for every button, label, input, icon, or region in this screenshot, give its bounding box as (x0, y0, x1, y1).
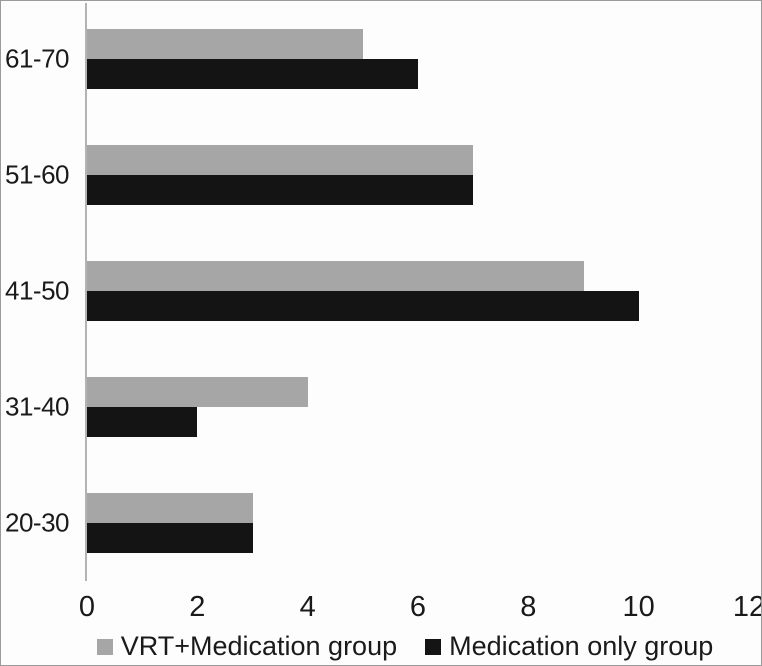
plot-area: 61-70 51-60 41-50 31-40 20-30 (5, 1, 749, 581)
legend-item-1: VRT+Medication group (96, 631, 398, 662)
bar-series2-51-60 (87, 175, 474, 205)
bar-series2-41-50 (87, 291, 639, 321)
legend-swatch-icon (96, 638, 113, 655)
bar-series2-20-30 (87, 523, 253, 553)
legend-label: VRT+Medication group (120, 631, 398, 661)
bar-series1-31-40 (87, 377, 308, 407)
category-label-61-70: 61-70 (5, 43, 70, 74)
bar-series1-51-60 (87, 145, 474, 175)
x-tick-0: 0 (78, 591, 96, 623)
bar-series1-61-70 (87, 29, 363, 59)
bar-pair-41-50 (87, 261, 749, 321)
x-tick-2: 2 (189, 591, 206, 623)
category-group-61-70: 61-70 (5, 1, 749, 117)
legend-swatch-icon (425, 638, 442, 655)
category-group-51-60: 51-60 (5, 117, 749, 233)
y-axis-line (85, 3, 87, 581)
bar-groups: 61-70 51-60 41-50 31-40 20-30 (5, 1, 749, 581)
x-tick-12: 12 (732, 591, 762, 623)
bar-series2-31-40 (87, 407, 198, 437)
legend-item-2: Medication only group (425, 631, 713, 662)
category-label-20-30: 20-30 (5, 507, 70, 538)
bar-series1-41-50 (87, 261, 584, 291)
bar-pair-51-60 (87, 145, 749, 205)
legend: VRT+Medication group Medication only grou… (1, 631, 761, 662)
category-group-31-40: 31-40 (5, 349, 749, 465)
x-axis-tick-labels: 0 2 4 6 8 10 12 (79, 581, 761, 627)
x-tick-4: 4 (299, 591, 316, 623)
bar-series1-20-30 (87, 493, 253, 523)
x-tick-6: 6 (409, 591, 427, 623)
category-label-51-60: 51-60 (5, 159, 70, 190)
bar-pair-31-40 (87, 377, 749, 437)
legend-label: Medication only group (449, 631, 714, 661)
bar-pair-20-30 (87, 493, 749, 553)
category-label-41-50: 41-50 (5, 275, 70, 306)
x-tick-10: 10 (622, 591, 655, 623)
category-group-41-50: 41-50 (5, 233, 749, 349)
category-label-31-40: 31-40 (5, 391, 70, 422)
bar-pair-61-70 (87, 29, 749, 89)
x-tick-8: 8 (520, 591, 537, 623)
bar-series2-61-70 (87, 59, 418, 89)
category-group-20-30: 20-30 (5, 465, 749, 581)
